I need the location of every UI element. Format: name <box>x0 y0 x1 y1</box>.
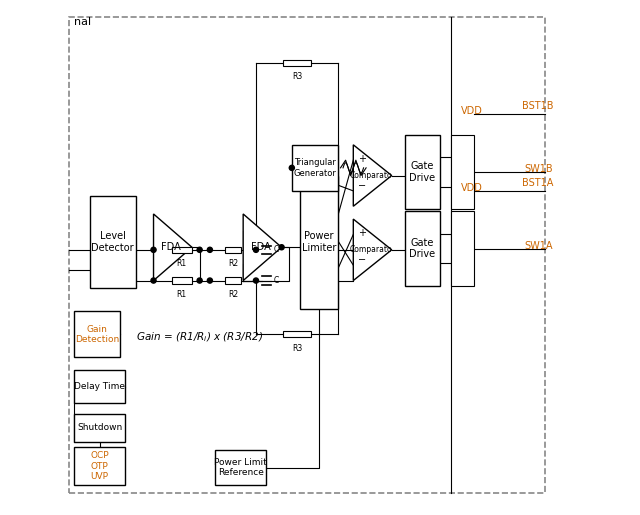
Text: Power Limit
Reference: Power Limit Reference <box>214 458 267 477</box>
Text: Delay Time: Delay Time <box>74 382 125 391</box>
Bar <box>283 331 311 337</box>
Text: BST1B: BST1B <box>522 101 553 111</box>
Text: Gate
Drive: Gate Drive <box>410 238 435 260</box>
Bar <box>215 450 266 486</box>
Bar <box>74 370 125 403</box>
Bar <box>292 145 338 191</box>
Text: Triangular
Generator: Triangular Generator <box>294 158 336 178</box>
Circle shape <box>151 278 156 283</box>
Bar <box>451 211 474 286</box>
Text: R2: R2 <box>228 259 238 268</box>
Bar <box>172 247 191 253</box>
Text: −: − <box>358 255 367 265</box>
Text: Power
Limiter: Power Limiter <box>301 231 336 253</box>
Bar <box>74 414 125 442</box>
Bar <box>74 311 120 357</box>
Bar <box>300 176 338 308</box>
Bar <box>90 196 136 288</box>
Circle shape <box>207 247 212 252</box>
Text: Level
Detector: Level Detector <box>92 231 134 253</box>
Circle shape <box>253 247 259 252</box>
Text: −: − <box>358 181 367 191</box>
Text: SW1A: SW1A <box>525 241 553 250</box>
Text: Comparato: Comparato <box>349 171 392 180</box>
Text: C: C <box>273 276 278 285</box>
Text: Gain
Detection: Gain Detection <box>75 324 119 344</box>
Text: FDA: FDA <box>161 242 180 252</box>
Text: +: + <box>358 154 367 164</box>
Text: R1: R1 <box>177 259 187 268</box>
Bar <box>225 247 241 253</box>
Text: R3: R3 <box>292 72 302 81</box>
Text: R3: R3 <box>292 344 302 353</box>
Text: R2: R2 <box>228 290 238 299</box>
Circle shape <box>197 278 202 283</box>
Polygon shape <box>353 219 392 281</box>
Polygon shape <box>243 214 282 281</box>
Text: BST1A: BST1A <box>522 178 553 188</box>
Text: FDA: FDA <box>251 242 270 252</box>
Text: R1: R1 <box>177 290 187 299</box>
Text: C: C <box>273 245 278 254</box>
Circle shape <box>197 247 202 252</box>
Bar <box>74 447 125 486</box>
Circle shape <box>279 245 284 250</box>
Circle shape <box>207 278 212 283</box>
Text: Comparato: Comparato <box>349 245 392 254</box>
Bar <box>451 134 474 209</box>
Bar <box>283 60 311 66</box>
Text: nal: nal <box>74 17 92 27</box>
Text: Gate
Drive: Gate Drive <box>410 161 435 182</box>
Text: OCP
OTP
UVP: OCP OTP UVP <box>90 451 109 481</box>
Text: Shutdown: Shutdown <box>77 423 122 432</box>
Bar <box>404 211 440 286</box>
Bar <box>404 134 440 209</box>
Text: +: + <box>358 228 367 238</box>
Circle shape <box>253 278 259 283</box>
Text: SW1B: SW1B <box>524 164 553 174</box>
Text: Gain = (R1/R$_i$) x (R3/R2): Gain = (R1/R$_i$) x (R3/R2) <box>136 330 262 344</box>
Circle shape <box>151 247 156 252</box>
Polygon shape <box>353 145 392 207</box>
Polygon shape <box>154 214 192 281</box>
Bar <box>172 278 191 284</box>
Text: VDD: VDD <box>461 183 483 193</box>
Text: VDD: VDD <box>461 106 483 116</box>
Bar <box>225 278 241 284</box>
Circle shape <box>289 165 294 170</box>
